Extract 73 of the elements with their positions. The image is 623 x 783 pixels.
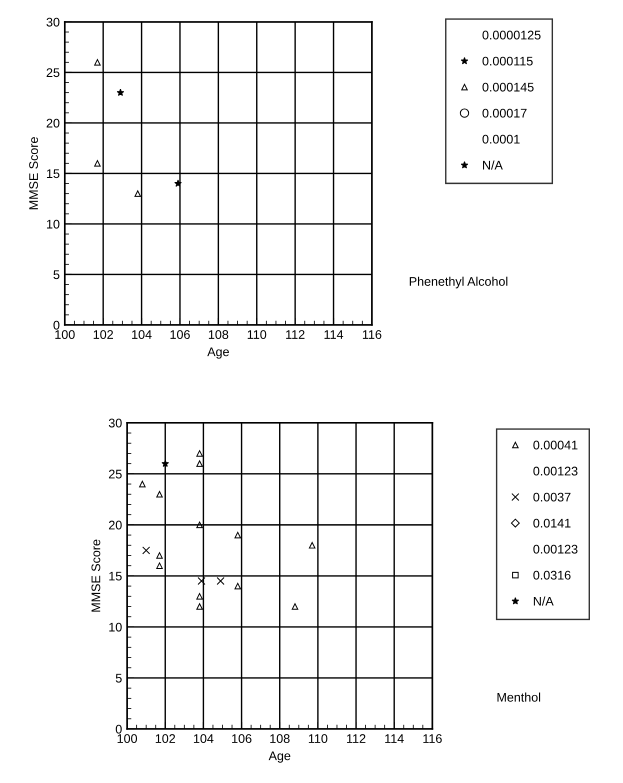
x-tick-label: 102 — [156, 734, 176, 744]
legend-label: N/A — [483, 160, 503, 170]
x-tick-label: 110 — [308, 734, 328, 744]
point — [234, 582, 242, 590]
point — [216, 577, 225, 585]
y-tick-label: 15 — [109, 572, 122, 581]
x-tick-label: 100 — [118, 734, 138, 744]
y-tick-label: 20 — [46, 118, 60, 128]
y-tick-label: 15 — [46, 169, 60, 178]
x-tick-label: 110 — [248, 330, 266, 339]
text: Phenethyl Alcohol — [410, 276, 508, 288]
point — [292, 603, 298, 610]
point — [156, 562, 163, 569]
text: Menthol — [497, 692, 540, 702]
y-tick-label: 20 — [108, 520, 122, 530]
y-axis-title: MMSE Score — [91, 540, 100, 612]
point — [234, 532, 242, 538]
point — [196, 460, 203, 467]
x-tick-label: 114 — [324, 330, 344, 339]
x-tick-label: 106 — [232, 734, 252, 744]
x-tick-label: 104 — [194, 734, 214, 744]
point — [196, 450, 203, 457]
point — [156, 490, 163, 498]
x-tick-label: 108 — [270, 734, 290, 744]
x-tick-label: 108 — [208, 330, 228, 339]
x-tick-label: 106 — [170, 330, 190, 339]
legend-label: 0.00123 — [533, 544, 578, 554]
legend-label: 0.00041 — [533, 440, 578, 450]
y-tick-label: 10 — [46, 220, 60, 229]
x-tick-label: 116 — [423, 734, 442, 744]
y-tick-label: 30 — [46, 18, 60, 27]
legend-label: 0.0001 — [482, 134, 520, 144]
y-tick-label: 0 — [53, 320, 60, 330]
point — [94, 160, 101, 167]
point — [196, 593, 203, 600]
x-tick-label: 116 — [362, 330, 382, 339]
x-tick-label: 102 — [94, 330, 113, 339]
x-tick-label: 114 — [385, 734, 404, 743]
x-axis-title: Age — [268, 752, 290, 763]
point — [142, 546, 150, 554]
x-tick-label: 112 — [286, 330, 304, 339]
point — [161, 460, 170, 467]
legend-label: 0.000115 — [482, 56, 533, 66]
y-tick-label: 5 — [116, 674, 122, 683]
legend-label: 0.00123 — [533, 466, 578, 476]
legend-label: 0.0316 — [533, 570, 571, 580]
point — [198, 577, 206, 585]
y-tick-label: 10 — [109, 622, 122, 632]
legend-label: 0.0037 — [533, 492, 570, 502]
y-axis-title: MMSE Score — [29, 137, 38, 210]
legend-label: 0.0141 — [533, 518, 570, 528]
y-tick-label: 0 — [116, 724, 122, 734]
x-tick-label: 100 — [55, 330, 75, 339]
point — [174, 180, 182, 187]
point — [139, 480, 146, 488]
x-axis-title: Age — [207, 347, 229, 359]
y-tick-label: 30 — [108, 418, 122, 428]
y-tick-label: 25 — [108, 470, 122, 478]
point — [134, 190, 141, 197]
legend-label: 0.000145 — [482, 82, 534, 92]
point — [116, 88, 124, 96]
point — [308, 542, 316, 549]
point — [196, 522, 203, 528]
point — [94, 59, 101, 66]
y-tick-label: 25 — [46, 68, 60, 78]
legend-label: 0.00017 — [482, 108, 527, 118]
x-tick-label: 104 — [132, 330, 152, 339]
point — [156, 552, 163, 559]
legend-label: N/A — [534, 596, 554, 606]
y-tick-label: 5 — [53, 270, 60, 280]
point — [196, 603, 203, 610]
x-tick-label: 112 — [347, 734, 366, 743]
legend-label: 0.0000125 — [482, 30, 541, 40]
